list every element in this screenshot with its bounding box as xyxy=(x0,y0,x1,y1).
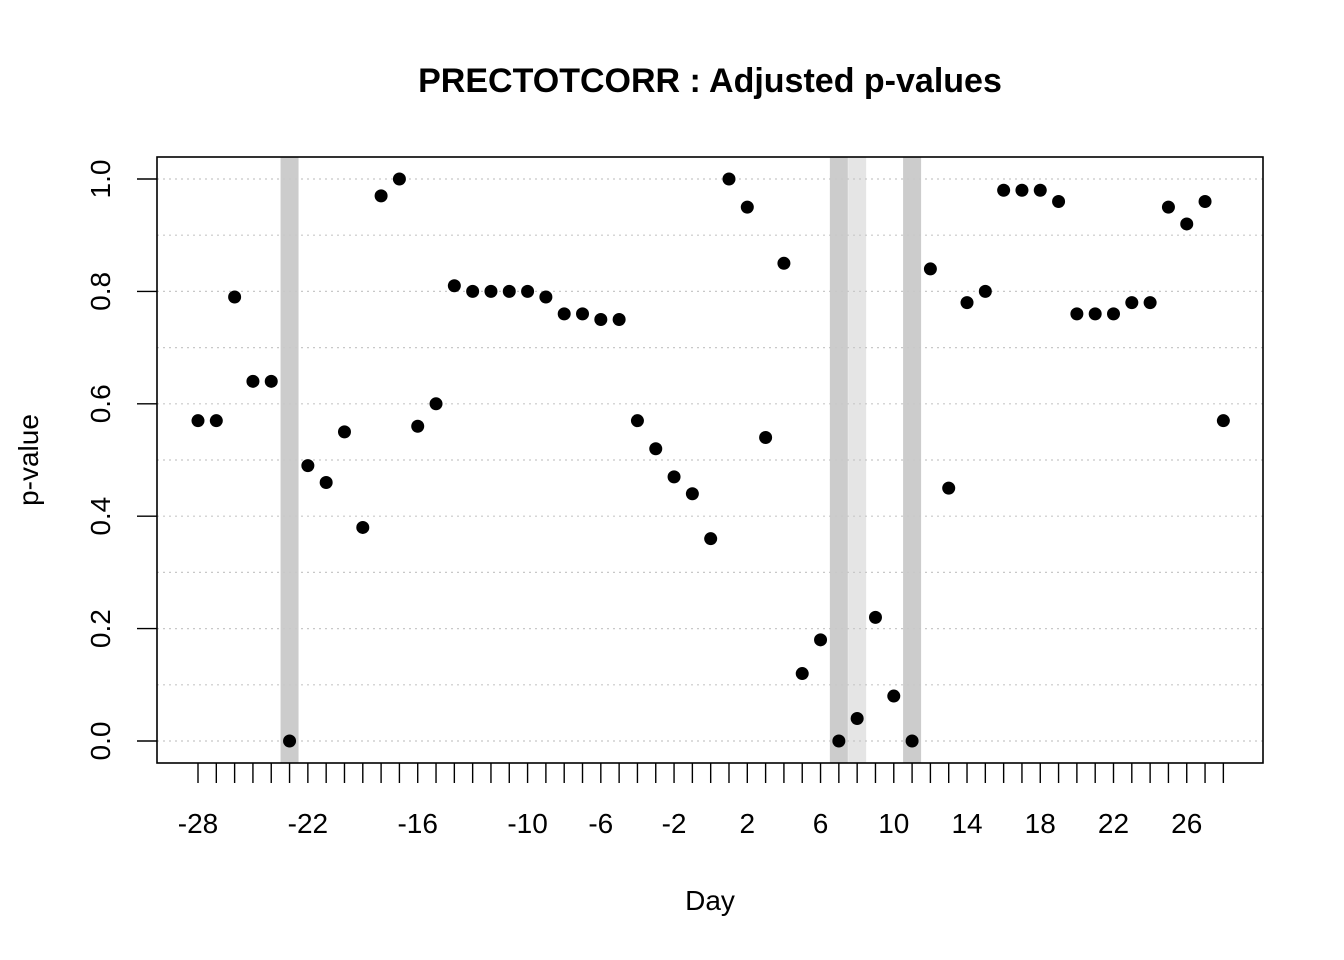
data-point xyxy=(228,290,242,304)
data-point xyxy=(777,256,791,270)
data-point xyxy=(1015,183,1029,197)
data-point xyxy=(521,284,535,298)
data-point xyxy=(319,475,333,489)
x-tick-label: 18 xyxy=(1025,808,1056,839)
data-point xyxy=(283,734,297,748)
x-tick-label: -16 xyxy=(397,808,437,839)
data-point xyxy=(246,374,260,388)
y-tick-label: 0.8 xyxy=(85,272,116,311)
data-point xyxy=(337,425,351,439)
data-point xyxy=(942,481,956,495)
data-point xyxy=(1161,200,1175,214)
y-tick-label: 0.4 xyxy=(85,497,116,536)
x-tick-label: -22 xyxy=(288,808,328,839)
data-point xyxy=(667,470,681,484)
data-point xyxy=(539,290,553,304)
data-point xyxy=(868,610,882,624)
data-point xyxy=(447,279,461,293)
data-point xyxy=(923,262,937,276)
x-tick-label: 22 xyxy=(1098,808,1129,839)
chart-title: PRECTOTCORR : Adjusted p-values xyxy=(418,62,1002,100)
data-point xyxy=(594,313,608,326)
data-point xyxy=(1070,307,1084,321)
x-axis-label: Day xyxy=(685,885,735,916)
data-point xyxy=(960,296,974,310)
y-axis-label: p-value xyxy=(13,414,44,506)
data-point xyxy=(392,172,406,186)
data-point xyxy=(1143,296,1157,310)
y-tick-label: 0.2 xyxy=(85,609,116,648)
y-tick-label: 0.6 xyxy=(85,384,116,423)
data-point xyxy=(887,689,901,703)
data-point xyxy=(850,712,864,726)
y-tick-label: 0.0 xyxy=(85,722,116,761)
data-point xyxy=(1198,194,1212,208)
x-tick-label: 6 xyxy=(813,808,829,839)
data-point xyxy=(502,284,516,298)
data-point xyxy=(612,313,626,326)
data-point xyxy=(630,414,644,428)
data-point xyxy=(301,459,315,473)
data-point xyxy=(191,414,205,428)
data-point xyxy=(978,284,992,298)
data-point xyxy=(722,172,736,186)
data-point xyxy=(759,431,773,445)
data-point xyxy=(1033,183,1047,197)
data-point xyxy=(685,487,699,501)
data-point xyxy=(905,734,919,748)
data-point xyxy=(209,414,223,428)
data-point xyxy=(429,397,443,411)
data-point xyxy=(1180,217,1194,231)
data-point xyxy=(704,532,718,546)
data-point xyxy=(576,307,590,321)
data-point xyxy=(557,307,571,321)
data-point xyxy=(740,200,754,214)
data-point xyxy=(356,520,370,534)
x-tick-label: -10 xyxy=(507,808,547,839)
y-tick-label: 1.0 xyxy=(85,160,116,199)
data-point xyxy=(1052,194,1066,208)
highlight-band xyxy=(848,157,867,763)
data-point xyxy=(411,419,425,433)
x-tick-label: 2 xyxy=(740,808,756,839)
x-tick-label: 14 xyxy=(951,808,982,839)
highlight-band xyxy=(903,157,922,763)
plot-area: -28 -22 -16 -10 -6 -2 2 6 10 14 18 22 260.00.20.40.6… xyxy=(85,156,1264,839)
x-tick-label: -28 xyxy=(178,808,218,839)
data-point xyxy=(1088,307,1102,321)
data-point xyxy=(1216,414,1230,428)
data-point xyxy=(795,667,809,681)
data-point xyxy=(814,633,828,647)
data-point xyxy=(466,284,480,298)
data-point xyxy=(997,183,1011,197)
data-point xyxy=(649,442,663,456)
data-point xyxy=(1125,296,1139,310)
data-point xyxy=(264,374,278,388)
data-point xyxy=(832,734,846,748)
data-point xyxy=(374,189,388,203)
x-tick-label: 26 xyxy=(1171,808,1202,839)
data-point xyxy=(1107,307,1120,321)
highlight-band xyxy=(829,157,848,763)
x-tick-label: -2 xyxy=(662,808,687,839)
data-point xyxy=(484,284,498,298)
x-tick-label: -6 xyxy=(588,808,613,839)
x-tick-label: 10 xyxy=(878,808,909,839)
